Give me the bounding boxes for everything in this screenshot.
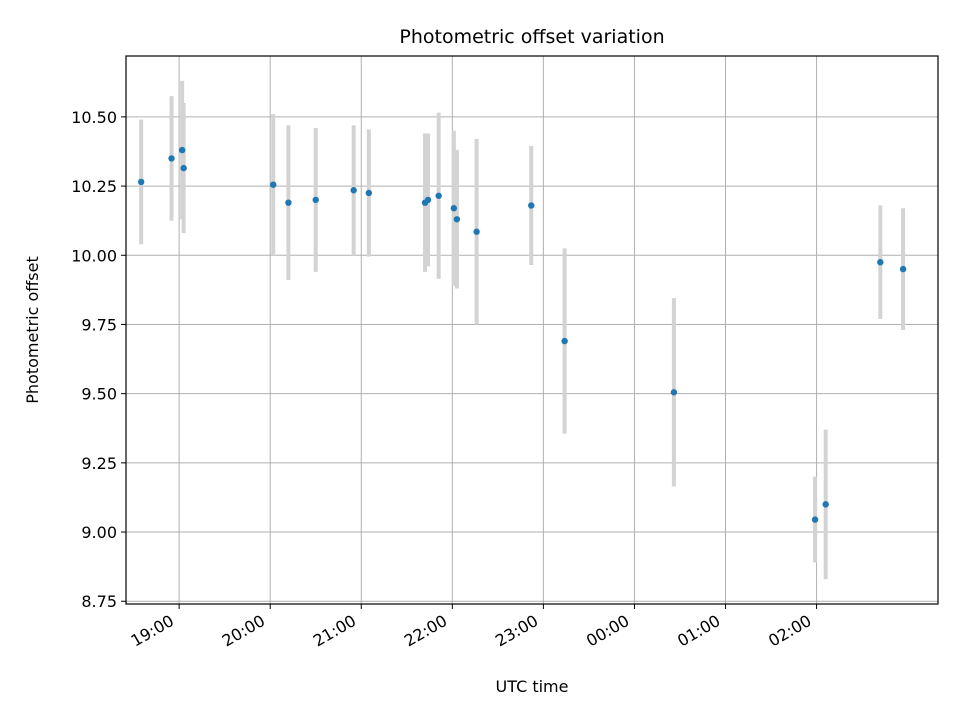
data-point: [453, 216, 461, 223]
data-point: [350, 187, 357, 194]
data-point: [670, 389, 678, 396]
data-point: [528, 202, 535, 209]
data-point: [270, 181, 277, 188]
data-point: [811, 516, 819, 523]
data-point: [312, 196, 319, 204]
data-point: [450, 205, 458, 212]
data-point: [561, 337, 568, 345]
data-point: [168, 155, 175, 162]
data-point: [178, 146, 186, 154]
axes-frame: [125, 55, 939, 605]
data-point: [435, 192, 442, 199]
y-tick-label: 10.00: [71, 246, 117, 265]
chart-title: Photometric offset variation: [399, 26, 664, 48]
y-tick-label: 9.00: [81, 523, 117, 542]
data-point: [285, 199, 292, 206]
x-axis-label: UTC time: [496, 677, 569, 696]
data-point: [899, 265, 907, 273]
y-axis-label: Photometric offset: [23, 256, 42, 404]
data-point: [877, 258, 884, 266]
data-point: [473, 228, 480, 235]
data-point: [180, 164, 187, 172]
y-tick-label: 10.50: [71, 108, 117, 127]
data-point: [424, 196, 432, 204]
y-axis-ticks: 8.75 9.00 9.25 9.50 9.75 10.00 10.25 10.50: [71, 108, 126, 611]
data-point: [365, 189, 373, 197]
y-tick-label: 8.75: [81, 592, 117, 611]
y-tick-label: 10.25: [71, 177, 117, 196]
y-tick-label: 9.75: [81, 315, 117, 334]
data-point: [822, 501, 829, 508]
data-points: [137, 146, 907, 523]
y-tick-label: 9.25: [81, 454, 117, 473]
y-tick-label: 9.50: [81, 385, 117, 404]
data-point: [137, 178, 145, 186]
